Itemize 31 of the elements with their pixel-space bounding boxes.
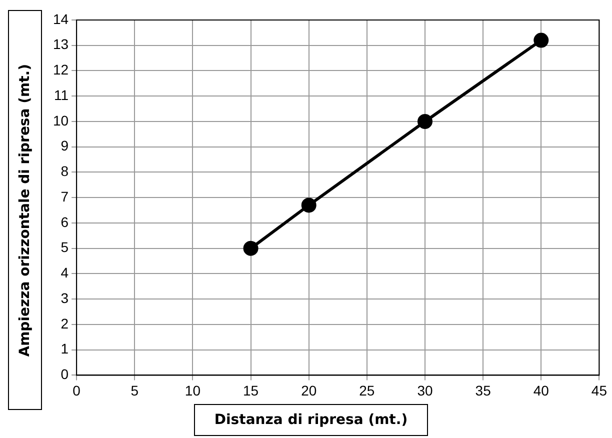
y-tick-label: 2 [60, 315, 69, 332]
x-tick-label: 35 [475, 382, 492, 398]
y-tick-label: 0 [60, 366, 69, 382]
x-tick-label: 20 [301, 382, 317, 398]
y-tick-label: 7 [60, 188, 69, 204]
x-axis-title: Distanza di ripresa (mt.) [194, 404, 428, 436]
point [534, 32, 549, 48]
y-tick-label: 6 [60, 214, 69, 230]
y-tick-label: 10 [52, 112, 69, 128]
x-tick-label: 15 [242, 382, 259, 398]
point [243, 240, 258, 256]
y-tick-label: 14 [52, 10, 69, 27]
x-tick-label: 45 [591, 382, 608, 398]
y-tick-label: 12 [52, 62, 69, 78]
point [418, 114, 432, 129]
y-tick-label: 3 [60, 290, 69, 306]
y-tick-label: 5 [60, 239, 69, 256]
x-tick-label: 25 [359, 382, 375, 398]
x-tick-label: 0 [72, 382, 81, 398]
x-tick-label: 5 [130, 382, 139, 398]
y-tick-label: 4 [60, 264, 69, 281]
point [301, 198, 316, 213]
x-tick-label: 30 [417, 382, 433, 398]
y-tick-label: 11 [54, 86, 69, 103]
y-tick-label: 1 [60, 340, 69, 357]
x-tick-label: 40 [533, 382, 550, 398]
y-tick-label: 9 [60, 138, 69, 154]
y-tick-label: 8 [60, 163, 69, 180]
y-axis-title: Ampiezza orizzontale di ripresa (mt.) [17, 64, 33, 356]
y-tick-label: 13 [52, 36, 69, 52]
x-tick-label: 10 [184, 382, 201, 398]
